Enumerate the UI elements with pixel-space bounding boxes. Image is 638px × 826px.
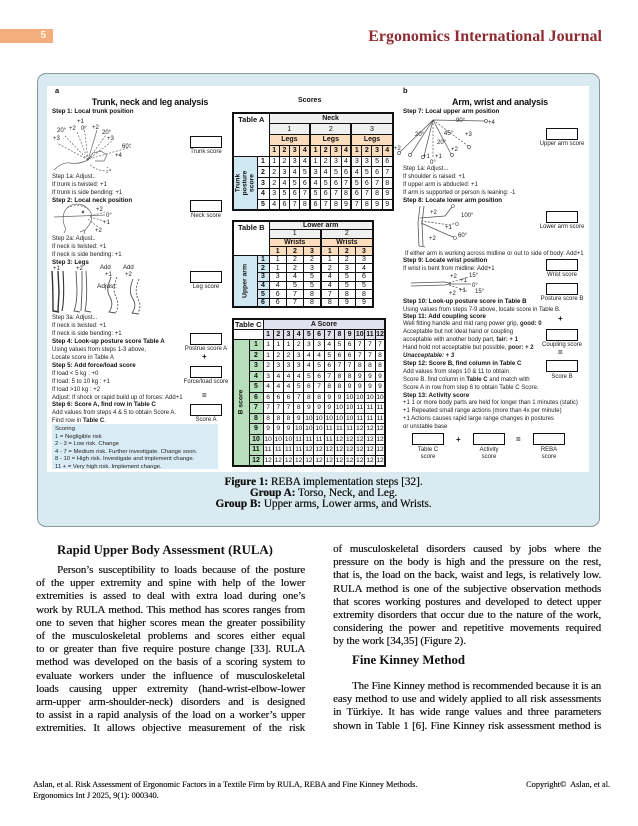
svg-text:60°: 60°: [458, 233, 468, 239]
svg-text:+3: +3: [107, 136, 115, 142]
svg-text:0°: 0°: [81, 126, 87, 132]
svg-text:+1: +1: [105, 272, 113, 278]
svg-text:60°: 60°: [122, 144, 132, 150]
svg-text:20°: 20°: [437, 140, 447, 146]
svg-text:100°: 100°: [461, 213, 474, 219]
svg-text:Adjust:: Adjust:: [97, 283, 117, 290]
svg-text:+1: +1: [53, 266, 61, 272]
svg-text:+1: +1: [103, 220, 111, 226]
svg-text:90°: 90°: [456, 118, 466, 124]
svg-text:+1: +1: [423, 154, 431, 160]
svg-text:+2: +2: [430, 210, 438, 216]
svg-text:+2: +2: [69, 126, 77, 132]
svg-text:0°: 0°: [106, 213, 112, 219]
svg-text:20°: 20°: [57, 128, 67, 134]
svg-text:+2: +2: [451, 147, 459, 153]
svg-text:20°: 20°: [415, 132, 425, 138]
svg-text:0°: 0°: [472, 283, 478, 289]
svg-text:+1: +1: [460, 278, 468, 284]
svg-text:+1: +1: [77, 119, 85, 125]
svg-text:0°: 0°: [430, 160, 436, 166]
svg-text:+1: +1: [435, 154, 443, 160]
svg-text:+1: +1: [459, 288, 467, 294]
svg-text:+4: +4: [115, 153, 123, 159]
svg-text:+3: +3: [465, 132, 473, 138]
svg-text:45°: 45°: [444, 131, 454, 137]
svg-text:+2: +2: [450, 274, 458, 280]
svg-text:+3: +3: [53, 136, 61, 142]
svg-text:15°: 15°: [469, 273, 479, 279]
svg-text:+2: +2: [394, 146, 402, 152]
svg-text:+2: +2: [449, 291, 457, 297]
svg-text:+2: +2: [92, 125, 100, 131]
svg-text:+1: +1: [445, 225, 453, 231]
svg-text:+2: +2: [76, 266, 84, 272]
svg-text:Add: Add: [123, 265, 134, 271]
svg-text:+2: +2: [125, 272, 133, 278]
svg-text:+4: +4: [488, 120, 496, 126]
svg-text:15°: 15°: [475, 289, 485, 295]
svg-text:20°: 20°: [102, 130, 112, 136]
svg-text:+2: +2: [429, 236, 437, 242]
svg-text:+2: +2: [96, 207, 104, 213]
svg-text:+2: +2: [95, 228, 103, 234]
svg-text:Add: Add: [100, 265, 111, 271]
